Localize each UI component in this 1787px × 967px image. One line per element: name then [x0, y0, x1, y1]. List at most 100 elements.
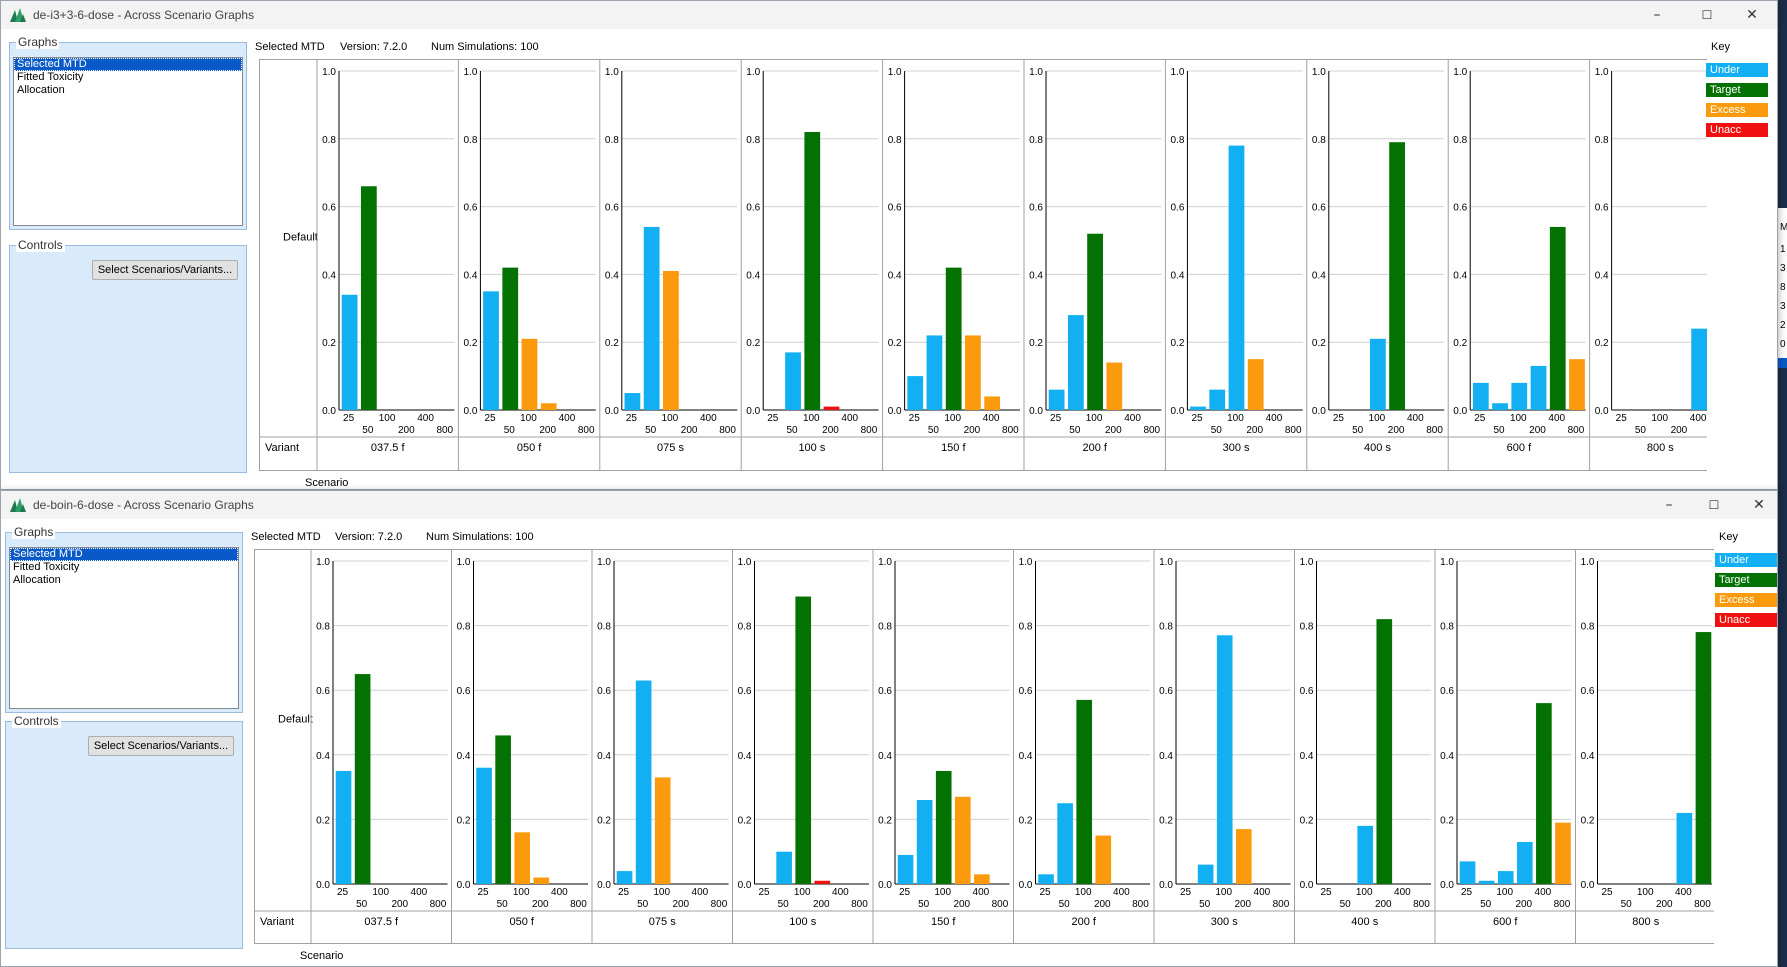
y-tick-label: 0.4	[597, 751, 611, 762]
x-tick-label: 50	[1211, 425, 1223, 436]
bar-150f-dose-200	[965, 335, 981, 410]
y-tick-label: 0.0	[1581, 880, 1595, 891]
y-tick-label: 0.4	[1029, 270, 1043, 281]
bar-075s-dose-100	[662, 271, 679, 410]
y-tick-label: 0.4	[888, 270, 902, 281]
y-tick-label: 0.0	[738, 880, 752, 891]
scenario-name: 400 s	[1364, 442, 1391, 454]
x-tick-label: 800	[430, 899, 447, 910]
graph-option-fitted-toxicity[interactable]: Fitted Toxicity	[13, 561, 80, 573]
x-tick-label: 25	[337, 887, 349, 898]
close-button[interactable]: ✕	[1746, 7, 1758, 23]
y-tick-label: 1.0	[1029, 67, 1043, 78]
title-bar[interactable]: de-boin-6-dose - Across Scenario Graphs …	[1, 491, 1777, 519]
bar-300s-dose-100	[1228, 145, 1245, 410]
scenario-name: 200 f	[1082, 442, 1107, 454]
y-tick-label: 0.6	[738, 686, 752, 697]
y-tick-label: 1.0	[1440, 557, 1454, 568]
y-tick-label: 0.0	[1312, 406, 1326, 417]
y-tick-label: 0.4	[322, 270, 336, 281]
minimize-button[interactable]: –	[1653, 7, 1661, 23]
x-tick-label: 50	[645, 425, 657, 436]
x-tick-label: 400	[1113, 887, 1130, 898]
y-tick-label: 0.2	[1581, 815, 1595, 826]
y-tick-label: 0.4	[878, 751, 892, 762]
x-tick-label: 50	[918, 899, 930, 910]
graphs-listbox[interactable]: Selected MTD Fitted Toxicity Allocation	[9, 547, 239, 709]
y-tick-label: 0.8	[1312, 135, 1326, 146]
graphs-listbox[interactable]: Selected MTD Fitted Toxicity Allocation	[13, 57, 243, 226]
key-under: Under	[1715, 553, 1777, 567]
y-tick-label: 0.6	[316, 686, 330, 697]
graph-option-selected-mtd[interactable]: Selected MTD	[14, 58, 242, 71]
y-tick-label: 0.8	[1019, 622, 1033, 633]
y-tick-label: 0.2	[1019, 815, 1033, 826]
title-bar[interactable]: de-i3+3-6-dose - Across Scenario Graphs …	[1, 1, 1777, 29]
bar-200f-dose-50	[1067, 315, 1084, 410]
x-tick-label: 800	[992, 899, 1009, 910]
y-tick-label: 0.2	[1300, 815, 1314, 826]
bar-600f-dose-800	[1555, 822, 1571, 884]
x-tick-label: 200	[813, 899, 830, 910]
close-button[interactable]: ✕	[1753, 497, 1765, 513]
bar-600f-dose-400	[1549, 226, 1566, 410]
x-tick-label: 400	[559, 413, 576, 424]
y-tick-label: 0.2	[1453, 338, 1467, 349]
scenario-name: 075 s	[649, 916, 676, 928]
bar-600f-dose-25	[1459, 861, 1476, 884]
scenario-name: 050 f	[510, 916, 535, 928]
y-tick-label: 0.0	[1019, 880, 1033, 891]
bar-400s-dose-100	[1357, 825, 1374, 884]
maximize-button[interactable]: ☐	[1701, 8, 1713, 22]
x-tick-label: 25	[767, 413, 779, 424]
graph-option-fitted-toxicity[interactable]: Fitted Toxicity	[17, 71, 84, 83]
bar-150f-dose-400	[984, 396, 1001, 410]
y-tick-label: 1.0	[1595, 67, 1609, 78]
key-excess: Excess	[1715, 593, 1777, 607]
scenario-label: Scenario	[300, 950, 343, 962]
y-tick-label: 0.0	[1440, 880, 1454, 891]
y-tick-label: 1.0	[1453, 67, 1467, 78]
x-tick-label: 25	[477, 887, 489, 898]
bar-075s-dose-50	[635, 680, 652, 884]
x-tick-label: 400	[1266, 413, 1283, 424]
select-scenarios-button[interactable]: Select Scenarios/Variants...	[92, 260, 238, 280]
x-tick-label: 50	[778, 899, 790, 910]
graphs-group: Graphs Selected MTD Fitted Toxicity Allo…	[9, 35, 247, 230]
graph-option-selected-mtd[interactable]: Selected MTD	[10, 548, 238, 561]
x-tick-label: 50	[1352, 425, 1364, 436]
x-tick-label: 25	[1601, 887, 1613, 898]
scenario-name: 075 s	[657, 442, 684, 454]
bar-075s-dose-100	[654, 777, 671, 884]
y-tick-label: 0.6	[1170, 203, 1184, 214]
x-tick-label: 100	[513, 887, 530, 898]
maximize-button[interactable]: ☐	[1708, 498, 1720, 512]
x-tick-label: 25	[909, 413, 921, 424]
background-fragment-row: 0	[1780, 339, 1786, 350]
graph-option-allocation[interactable]: Allocation	[13, 574, 61, 586]
x-tick-label: 100	[1496, 887, 1513, 898]
select-scenarios-button[interactable]: Select Scenarios/Variants...	[88, 736, 234, 756]
bar-400s-dose-100	[1369, 338, 1386, 410]
y-tick-label: 1.0	[457, 557, 471, 568]
graph-option-allocation[interactable]: Allocation	[17, 84, 65, 96]
y-tick-label: 0.6	[1019, 686, 1033, 697]
x-tick-label: 100	[1356, 887, 1373, 898]
x-tick-label: 800	[711, 899, 728, 910]
bar-200f-dose-100	[1087, 233, 1103, 410]
minimize-button[interactable]: –	[1665, 497, 1673, 513]
y-tick-label: 0.8	[888, 135, 902, 146]
y-tick-label: 1.0	[888, 67, 902, 78]
x-tick-label: 25	[758, 887, 770, 898]
x-tick-label: 25	[899, 887, 911, 898]
bar-050f-dose-200	[540, 403, 557, 410]
y-tick-label: 0.2	[463, 338, 477, 349]
controls-group-label: Controls	[12, 714, 61, 728]
scenario-name: 300 s	[1223, 442, 1250, 454]
num-simulations-header: Num Simulations: 100	[431, 41, 539, 53]
x-tick-label: 400	[692, 887, 709, 898]
x-tick-label: 200	[953, 899, 970, 910]
x-tick-label: 200	[1656, 899, 1673, 910]
y-tick-label: 0.0	[1300, 880, 1314, 891]
